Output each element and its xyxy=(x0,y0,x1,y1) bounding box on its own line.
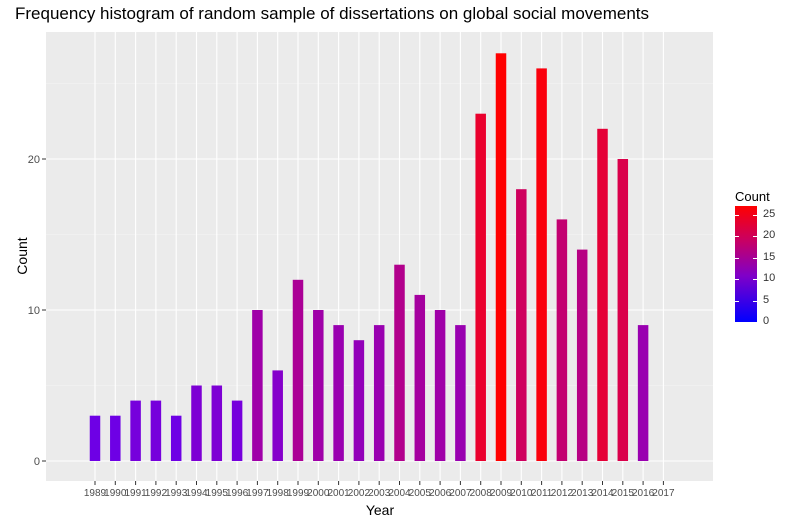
bar-2000 xyxy=(313,310,324,461)
bar-1989 xyxy=(89,415,101,461)
x-tick-label: 2002 xyxy=(348,488,371,499)
y-axis: 0 10 20 xyxy=(28,154,46,468)
x-tick-label: 1995 xyxy=(206,488,229,499)
bar-2006 xyxy=(434,310,446,461)
x-tick-label: 2016 xyxy=(632,488,655,499)
bar-2013 xyxy=(576,249,588,461)
y-axis-label: Count xyxy=(14,237,30,275)
bar-2008 xyxy=(475,113,486,461)
bar-1993 xyxy=(170,415,182,461)
x-tick-label: 2005 xyxy=(409,488,432,499)
bar-2009 xyxy=(495,53,507,462)
x-tick-label: 1998 xyxy=(267,488,290,499)
legend-tick-label: 5 xyxy=(763,293,770,306)
y-tick-label: 20 xyxy=(28,154,40,166)
bar-1996 xyxy=(231,400,243,461)
bar-2003 xyxy=(373,325,385,461)
x-tick-label: 2009 xyxy=(490,488,513,499)
bar-2005 xyxy=(414,294,426,461)
bar-2014 xyxy=(597,128,608,462)
bar-2016 xyxy=(637,325,649,461)
bar-2012 xyxy=(556,219,568,461)
x-tick-label: 2010 xyxy=(510,488,533,499)
legend-tick-label: 20 xyxy=(763,229,776,242)
x-tick-label: 1997 xyxy=(246,488,269,499)
bar-1997 xyxy=(252,310,263,461)
bar-2007 xyxy=(455,325,466,461)
x-tick-label: 1991 xyxy=(124,488,147,499)
x-tick-label: 1993 xyxy=(165,488,188,499)
bar-1992 xyxy=(150,400,162,461)
bar-2015 xyxy=(617,159,629,461)
x-tick-label: 2015 xyxy=(612,488,635,499)
legend-tick-label: 15 xyxy=(763,250,776,263)
x-tick-label: 2006 xyxy=(429,488,452,499)
x-tick-label: 2001 xyxy=(327,488,350,499)
x-tick-label: 1989 xyxy=(84,488,107,499)
bar-1998 xyxy=(272,370,283,461)
x-tick-label: 2017 xyxy=(652,488,675,499)
x-axis-label: Year xyxy=(365,502,395,518)
bar-2010 xyxy=(516,189,527,461)
legend-tick-label: 0 xyxy=(763,315,770,327)
bar-2002 xyxy=(353,340,365,461)
y-tick-label: 0 xyxy=(34,456,40,468)
x-tick-label: 1999 xyxy=(287,488,310,499)
bars xyxy=(89,53,649,462)
bar-1990 xyxy=(110,415,121,461)
x-tick-label: 2007 xyxy=(449,488,472,499)
legend-tick-label: 10 xyxy=(763,272,776,285)
bar-2001 xyxy=(333,325,344,461)
legend-colorbar xyxy=(735,206,757,322)
x-tick-label: 1996 xyxy=(226,488,249,499)
bar-2011 xyxy=(536,68,547,462)
x-tick-label: 2008 xyxy=(470,488,493,499)
x-tick-label: 2013 xyxy=(571,488,594,499)
x-tick-label: 1990 xyxy=(104,488,127,499)
x-tick-label: 2000 xyxy=(307,488,330,499)
bar-2004 xyxy=(394,264,405,461)
x-tick-label: 2003 xyxy=(368,488,391,499)
bar-1995 xyxy=(211,385,223,461)
x-tick-label: 2004 xyxy=(388,488,411,499)
chart-title: Frequency histogram of random sample of … xyxy=(15,4,650,23)
bar-1991 xyxy=(130,400,141,461)
x-tick-label: 1992 xyxy=(145,488,168,499)
bar-1999 xyxy=(292,279,304,461)
x-axis: 1989199019911992199319941995199619971998… xyxy=(84,481,675,499)
x-tick-label: 1994 xyxy=(185,488,208,499)
x-tick-label: 2014 xyxy=(591,488,614,499)
x-tick-label: 2011 xyxy=(531,488,553,499)
y-tick-label: 10 xyxy=(28,305,40,317)
bar-1994 xyxy=(191,385,202,461)
legend-tick-label: 25 xyxy=(763,207,776,220)
legend-title: Count xyxy=(735,189,770,204)
x-tick-label: 2012 xyxy=(551,488,574,499)
